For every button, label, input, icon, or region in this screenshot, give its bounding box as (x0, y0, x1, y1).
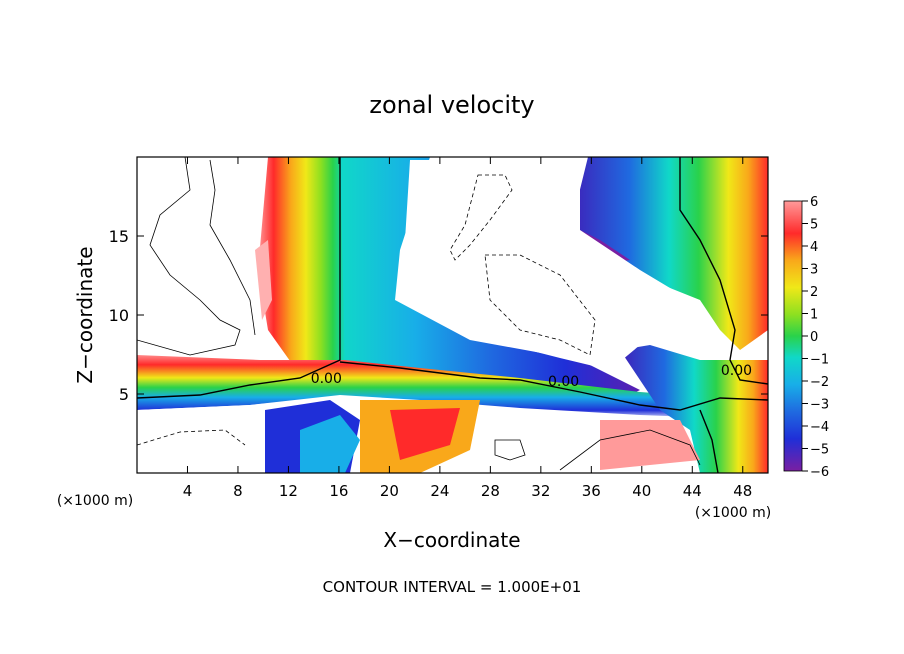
contour-zero-southeast (699, 409, 719, 473)
colorbar-tick-label: 6 (810, 195, 818, 210)
contour-label: 0.00 (548, 374, 579, 390)
contour-thin-lower (494, 439, 526, 461)
y-tick-label: 15 (109, 227, 129, 246)
colorbar-tick-label: −1 (810, 353, 829, 368)
contour-zero-west (137, 157, 341, 399)
contour-thin-west (137, 157, 241, 356)
field-region-west-fringe (255, 240, 272, 320)
field-region-low-band (137, 355, 768, 420)
field-region-west-jet (258, 157, 345, 375)
contour-interval-note: CONTOUR INTERVAL = 1.000E+01 (323, 578, 582, 596)
field-region-lower-red (390, 408, 460, 460)
x-tick-label: 28 (481, 482, 500, 500)
contour-thin-lower-east (559, 429, 701, 471)
colorbar-tick-label: 2 (810, 285, 818, 300)
contour-thin-west-inner (209, 159, 256, 336)
field-region-central-jet (340, 157, 640, 400)
x-tick-label: 48 (733, 482, 752, 500)
y-tick-label: 5 (119, 385, 129, 404)
colorbar-tick-label: −5 (810, 443, 829, 458)
colorbar: 6 5 4 3 2 1 0 −1 −2 −3 −4 −5 −6 (783, 195, 829, 480)
contour-dashed-middle (484, 254, 596, 356)
colorbar-tick-label: −4 (810, 420, 829, 435)
heatmap-field (137, 157, 768, 473)
contour-zero-east (679, 157, 768, 385)
field-region-lower-west (137, 400, 300, 473)
x-tick-label: 24 (430, 482, 449, 500)
colorbar-gradient (783, 200, 803, 472)
x-axis-title: X−coordinate (383, 528, 520, 552)
y-tick-label: 10 (109, 306, 129, 325)
x-tick-label: 4 (183, 482, 193, 500)
x-unit-left: (×1000 m) (57, 493, 133, 509)
field-region-southeast-pink (600, 420, 700, 470)
x-tick-label: 20 (380, 482, 399, 500)
x-tick-label: 12 (279, 482, 298, 500)
field-region-southeast-jet (620, 345, 768, 473)
colorbar-tick-label: −6 (810, 465, 829, 480)
colorbar-tick-label: 4 (810, 240, 818, 255)
x-tick-label: 32 (531, 482, 550, 500)
contour-zero-central (339, 361, 768, 411)
x-tick-label: 8 (233, 482, 243, 500)
x-tick-label: 16 (329, 482, 348, 500)
contour-dashed-upper (449, 174, 513, 261)
contour-label: 0.00 (311, 371, 342, 387)
x-tick-label: 40 (632, 482, 651, 500)
contour-label: 0.00 (721, 363, 752, 379)
x-tick-label: 36 (582, 482, 601, 500)
x-tick-label: 44 (683, 482, 702, 500)
y-axis-title: Z−coordinate (73, 246, 97, 383)
contour-dashed-lower-left (137, 429, 246, 446)
colorbar-tick-label: 1 (810, 308, 818, 323)
field-region-interior (400, 160, 690, 370)
colorbar-tick-label: 5 (810, 218, 818, 233)
x-unit-right: (×1000 m) (695, 505, 771, 521)
field-region-lower-jet (300, 415, 360, 473)
colorbar-tick-label: 0 (810, 330, 818, 345)
colorbar-tick-label: 3 (810, 263, 818, 278)
field-region-east-jet (570, 157, 768, 350)
chart-title: zonal velocity (369, 91, 534, 119)
colorbar-tick-label: −2 (810, 375, 829, 390)
colorbar-tick-label: −3 (810, 398, 829, 413)
